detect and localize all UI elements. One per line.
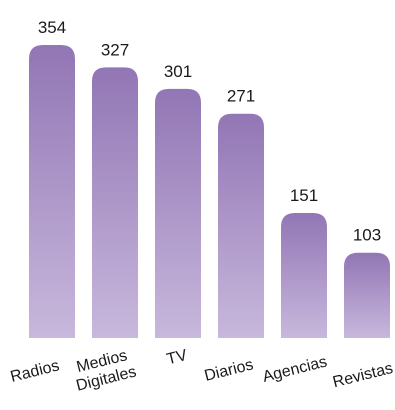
value-label: 271 <box>227 87 255 106</box>
category-labels-group: Radios MediosDigitales TV Diarios Agencias Re… <box>9 346 395 395</box>
value-label: 354 <box>38 18 66 37</box>
bar-tv <box>155 88 201 338</box>
bars-group <box>29 45 390 338</box>
category-label-line: Agencias <box>261 353 329 385</box>
bar-radios <box>29 45 75 338</box>
bar-revistas <box>344 252 390 338</box>
category-label: Diarios <box>203 356 255 385</box>
value-labels-group: 354 327 301 271 151 103 <box>38 18 381 245</box>
bar-medios-digitales <box>92 67 138 338</box>
value-label: 151 <box>290 186 318 205</box>
category-label: Agencias <box>261 353 329 385</box>
category-label: Radios <box>9 357 61 386</box>
category-label-line: Radios <box>9 357 61 386</box>
category-label: TV <box>165 347 189 369</box>
value-label: 103 <box>353 226 381 245</box>
category-label-line: Diarios <box>203 356 255 385</box>
value-label: 301 <box>164 62 192 81</box>
bar-agencias <box>281 213 327 338</box>
category-label: Revistas <box>331 360 395 391</box>
value-label: 327 <box>101 40 129 59</box>
category-label-line: Revistas <box>331 360 395 391</box>
bar-diarios <box>218 113 264 338</box>
category-label: MediosDigitales <box>70 346 138 395</box>
category-label-line: TV <box>165 347 189 369</box>
